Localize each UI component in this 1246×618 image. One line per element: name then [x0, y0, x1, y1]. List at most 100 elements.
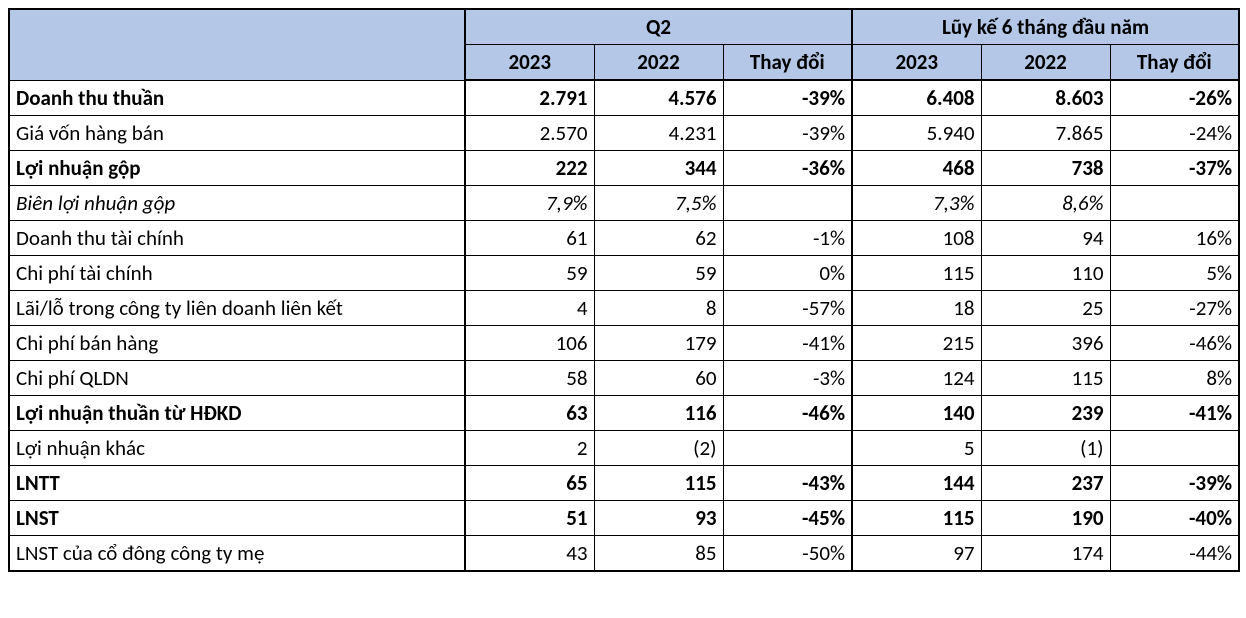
cell: 222 [465, 151, 594, 186]
financial-table: Q2 Lũy kế 6 tháng đầu năm 2023 2022 Thay… [8, 8, 1240, 572]
table-row: Chi phí bán hàng106179-41%215396-46% [9, 326, 1239, 361]
cell: 60 [594, 361, 723, 396]
cell: -27% [1110, 291, 1239, 326]
cell: 16% [1110, 221, 1239, 256]
cell: 61 [465, 221, 594, 256]
cell: 344 [594, 151, 723, 186]
cell: 116 [594, 396, 723, 431]
cell: 124 [852, 361, 981, 396]
cell: 58 [465, 361, 594, 396]
cell: 62 [594, 221, 723, 256]
cell: -46% [1110, 326, 1239, 361]
cell: 144 [852, 466, 981, 501]
cell [1110, 431, 1239, 466]
table-row: LNTT65115-43%144237-39% [9, 466, 1239, 501]
cell: -26% [1110, 80, 1239, 116]
cell [723, 186, 852, 221]
cell: 115 [594, 466, 723, 501]
cell: 174 [981, 536, 1110, 572]
cell: -39% [723, 80, 852, 116]
sub-ytd-2023: 2023 [852, 45, 981, 81]
table-row: Biên lợi nhuận gộp7,9%7,5% 7,3%8,6% [9, 186, 1239, 221]
cell: 85 [594, 536, 723, 572]
cell: 115 [852, 501, 981, 536]
table-row: LNST của cổ đông công ty mẹ4385-50%97174… [9, 536, 1239, 572]
sub-q2-2022: 2022 [594, 45, 723, 81]
row-label: LNST của cổ đông công ty mẹ [9, 536, 465, 572]
table-row: Doanh thu tài chính6162-1%1089416% [9, 221, 1239, 256]
table-row: Chi phí QLDN5860-3%1241158% [9, 361, 1239, 396]
cell: -1% [723, 221, 852, 256]
cell: 5.940 [852, 116, 981, 151]
row-label: Biên lợi nhuận gộp [9, 186, 465, 221]
cell: 63 [465, 396, 594, 431]
table-row: Lãi/lỗ trong công ty liên doanh liên kết… [9, 291, 1239, 326]
cell: 7,9% [465, 186, 594, 221]
cell: 4.231 [594, 116, 723, 151]
cell: 8.603 [981, 80, 1110, 116]
row-label: Chi phí QLDN [9, 361, 465, 396]
header-group-q2: Q2 [465, 9, 852, 45]
cell [723, 431, 852, 466]
cell: 179 [594, 326, 723, 361]
cell: -3% [723, 361, 852, 396]
cell: 97 [852, 536, 981, 572]
cell: 18 [852, 291, 981, 326]
cell: 2.791 [465, 80, 594, 116]
cell: 738 [981, 151, 1110, 186]
row-label: Doanh thu thuần [9, 80, 465, 116]
cell: 4.576 [594, 80, 723, 116]
cell: -39% [723, 116, 852, 151]
table-body: Doanh thu thuần2.7914.576-39%6.4088.603-… [9, 80, 1239, 571]
cell: (2) [594, 431, 723, 466]
table-row: Lợi nhuận khác2(2)5(1) [9, 431, 1239, 466]
cell: 8,6% [981, 186, 1110, 221]
cell: -41% [723, 326, 852, 361]
cell: 59 [465, 256, 594, 291]
row-label: Chi phí bán hàng [9, 326, 465, 361]
table-row: Lợi nhuận gộp222344-36%468738-37% [9, 151, 1239, 186]
table-row: Doanh thu thuần2.7914.576-39%6.4088.603-… [9, 80, 1239, 116]
sub-ytd-2022: 2022 [981, 45, 1110, 81]
cell: 59 [594, 256, 723, 291]
cell: 215 [852, 326, 981, 361]
cell: 93 [594, 501, 723, 536]
cell: 25 [981, 291, 1110, 326]
cell: 6.408 [852, 80, 981, 116]
cell: 5% [1110, 256, 1239, 291]
row-label: Lợi nhuận khác [9, 431, 465, 466]
cell: 5 [852, 431, 981, 466]
cell: -39% [1110, 466, 1239, 501]
cell: -43% [723, 466, 852, 501]
cell: 239 [981, 396, 1110, 431]
cell: 7,3% [852, 186, 981, 221]
cell: 43 [465, 536, 594, 572]
cell: 7.865 [981, 116, 1110, 151]
cell: 51 [465, 501, 594, 536]
cell: 8% [1110, 361, 1239, 396]
header-blank [9, 9, 465, 80]
cell: -37% [1110, 151, 1239, 186]
cell: -46% [723, 396, 852, 431]
cell: 7,5% [594, 186, 723, 221]
cell: 140 [852, 396, 981, 431]
cell: 106 [465, 326, 594, 361]
table-row: Giá vốn hàng bán2.5704.231-39%5.9407.865… [9, 116, 1239, 151]
row-label: Giá vốn hàng bán [9, 116, 465, 151]
cell: 190 [981, 501, 1110, 536]
cell: -36% [723, 151, 852, 186]
cell: -40% [1110, 501, 1239, 536]
table-row: Lợi nhuận thuần từ HĐKD63116-46%140239-4… [9, 396, 1239, 431]
row-label: LNTT [9, 466, 465, 501]
cell: 8 [594, 291, 723, 326]
sub-q2-change: Thay đổi [723, 45, 852, 81]
cell: -24% [1110, 116, 1239, 151]
cell: 2 [465, 431, 594, 466]
cell: 468 [852, 151, 981, 186]
cell: 115 [852, 256, 981, 291]
header-row-groups: Q2 Lũy kế 6 tháng đầu năm [9, 9, 1239, 45]
cell: -50% [723, 536, 852, 572]
cell: 2.570 [465, 116, 594, 151]
cell: -44% [1110, 536, 1239, 572]
row-label: Lãi/lỗ trong công ty liên doanh liên kết [9, 291, 465, 326]
